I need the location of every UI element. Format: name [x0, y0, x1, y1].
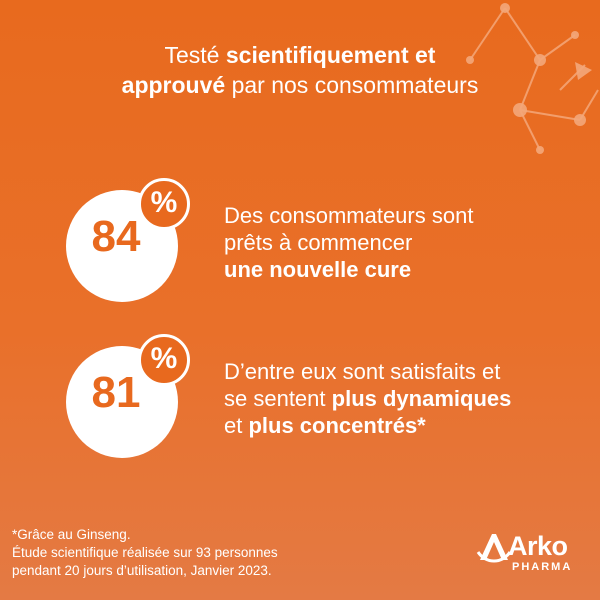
stat-description: D’entre eux sont satisfaits et se senten… [224, 359, 512, 438]
headline-line-2: approuvé par nos consommateurs [121, 72, 479, 98]
brand-name: Arko [508, 531, 568, 561]
stat-value: 81 [91, 368, 141, 417]
percent-badge [138, 178, 190, 230]
headline-line-1: Testé scientifiquement et [164, 42, 436, 68]
percent-sign: % [150, 186, 178, 219]
headline: Testé scientifiquement et approuvé par n… [40, 40, 560, 100]
footnote: *Grâce au Ginseng. Étude scientifique ré… [12, 527, 278, 578]
arko-pharma-logo: Arko PHARMA [476, 530, 588, 580]
percent-badge [138, 334, 190, 386]
percent-sign: % [150, 342, 178, 375]
arko-logo-icon [476, 534, 512, 563]
brand-sub: PHARMA [512, 561, 573, 573]
stat-value: 84 [91, 212, 141, 261]
stat-description: Des consommateurs sont prêts à commencer… [224, 203, 474, 282]
